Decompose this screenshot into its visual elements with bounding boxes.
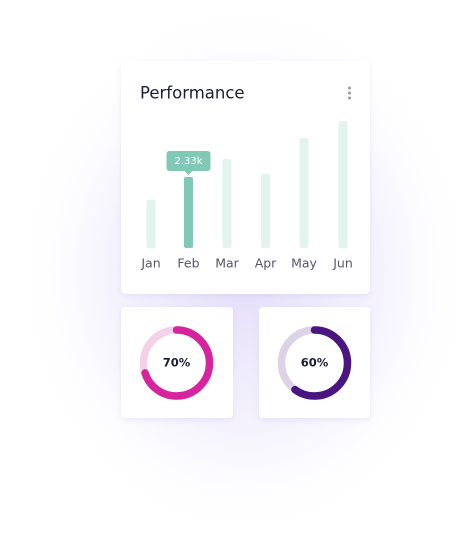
x-tick-label: Feb xyxy=(177,256,199,271)
bar xyxy=(184,177,193,248)
donut-card xyxy=(259,307,370,418)
donut-arc xyxy=(277,326,352,400)
donut-label: 60% xyxy=(301,356,329,370)
x-tick-label: Jun xyxy=(332,256,353,271)
bar xyxy=(299,138,309,248)
donut-card xyxy=(121,307,233,418)
tooltip-pointer xyxy=(184,171,193,176)
donut-label: 70% xyxy=(163,356,191,370)
bar xyxy=(338,121,348,248)
bar xyxy=(222,159,232,248)
card-title: Performance xyxy=(140,84,245,103)
bar xyxy=(261,173,270,248)
x-tick-label: Mar xyxy=(215,256,239,271)
x-tick-label: Jan xyxy=(140,256,160,271)
donut-arc xyxy=(139,326,214,400)
x-tick-label: Apr xyxy=(255,256,277,271)
menu-button[interactable] xyxy=(348,86,351,100)
tooltip xyxy=(166,151,211,172)
x-tick-label: May xyxy=(291,256,317,271)
bar xyxy=(146,200,156,248)
data-label: 2.33k xyxy=(174,156,202,167)
